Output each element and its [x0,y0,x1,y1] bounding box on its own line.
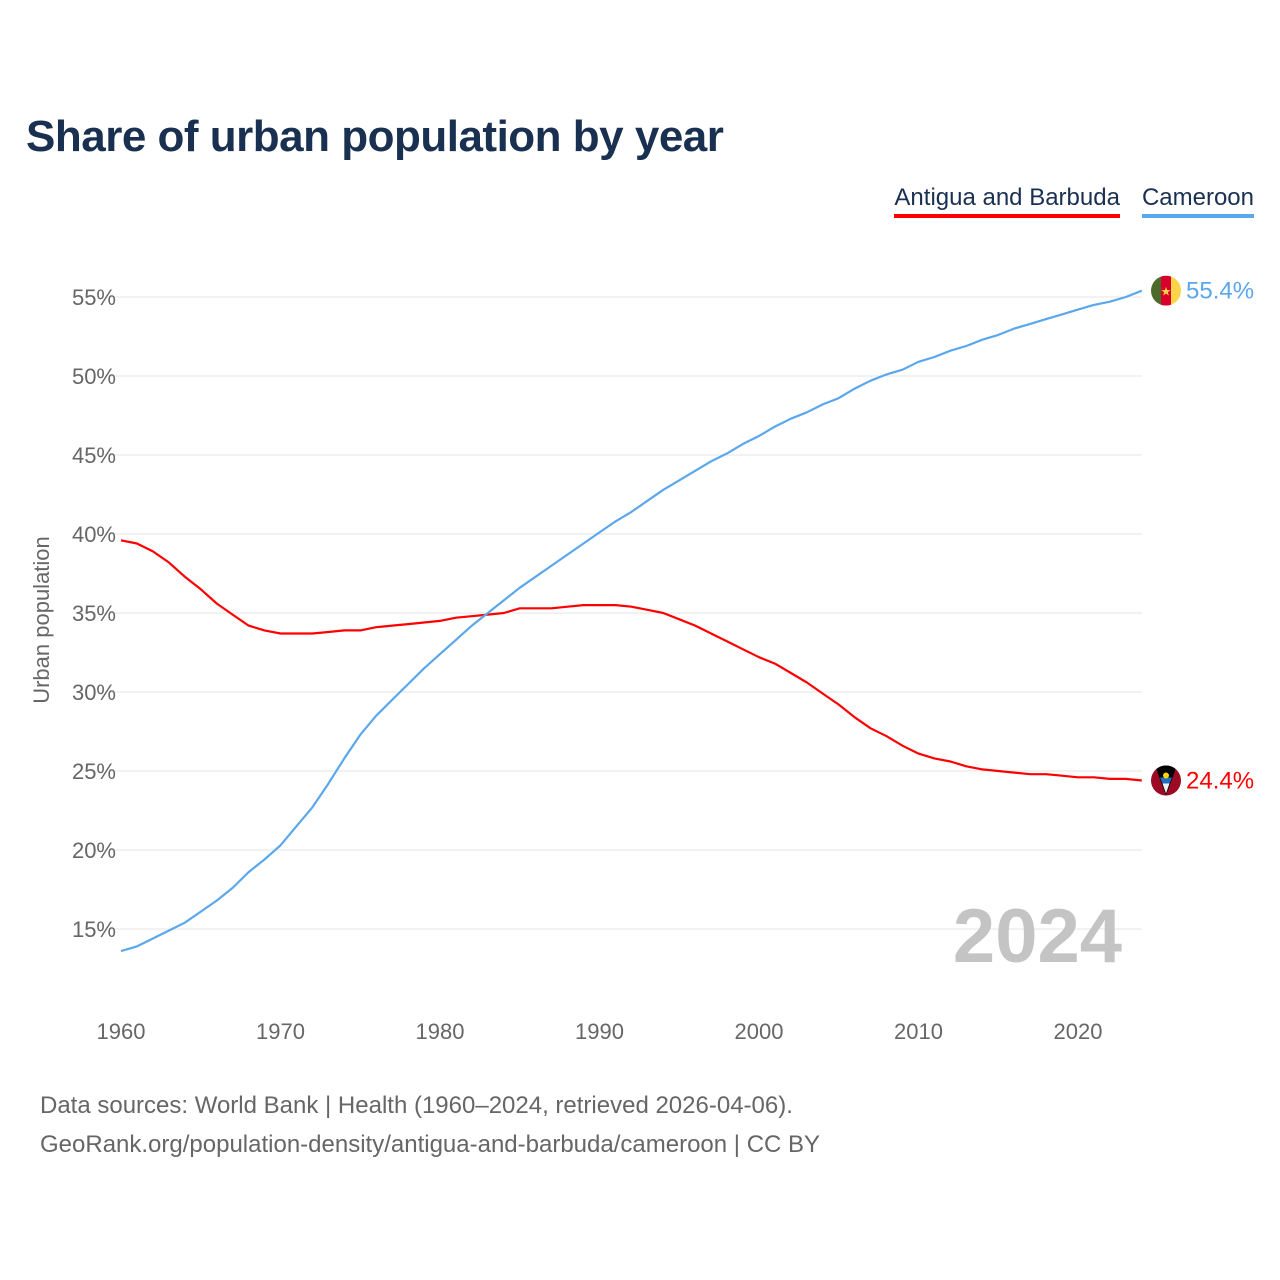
legend: Antigua and Barbuda Cameroon [894,184,1254,218]
end-value-label: 55.4% [1186,278,1254,305]
footer-link[interactable]: GeoRank.org/population-density/antigua-a… [40,1131,821,1158]
x-tick-label: 2020 [1054,1019,1103,1044]
x-tick-label: 2010 [894,1019,943,1044]
chart-title: Share of urban population by year [26,112,724,161]
y-tick-label: 25% [72,759,116,784]
y-tick-label: 15% [72,917,116,942]
x-tick-label: 1960 [97,1019,146,1044]
footer: Data sources: World Bank | Health (1960–… [40,1086,820,1164]
svg-text:★: ★ [1161,285,1172,299]
y-tick-label: 30% [72,680,116,705]
legend-item-cameroon[interactable]: Cameroon [1141,184,1254,218]
y-tick-label: 40% [72,522,116,547]
y-tick-label: 20% [72,838,116,863]
end-value-label: 24.4% [1186,767,1254,794]
cameroon-flag-icon: ★ [1151,275,1181,306]
x-tick-label: 1970 [256,1019,305,1044]
year-watermark: 2024 [953,894,1122,979]
series-line-antigua [120,539,1142,782]
y-tick-label: 50% [72,364,116,389]
x-tick-label: 1980 [416,1019,465,1044]
footer-sources: Data sources: World Bank | Health (1960–… [40,1092,793,1119]
antigua-flag-icon [1151,765,1181,796]
y-tick-label: 55% [72,285,116,310]
x-tick-label: 1990 [575,1019,624,1044]
y-tick-label: 35% [72,601,116,626]
x-tick-label: 2000 [735,1019,784,1044]
y-tick-label: 45% [72,443,116,468]
legend-item-antigua[interactable]: Antigua and Barbuda [894,184,1120,218]
series-line-cameroon [120,289,1143,953]
